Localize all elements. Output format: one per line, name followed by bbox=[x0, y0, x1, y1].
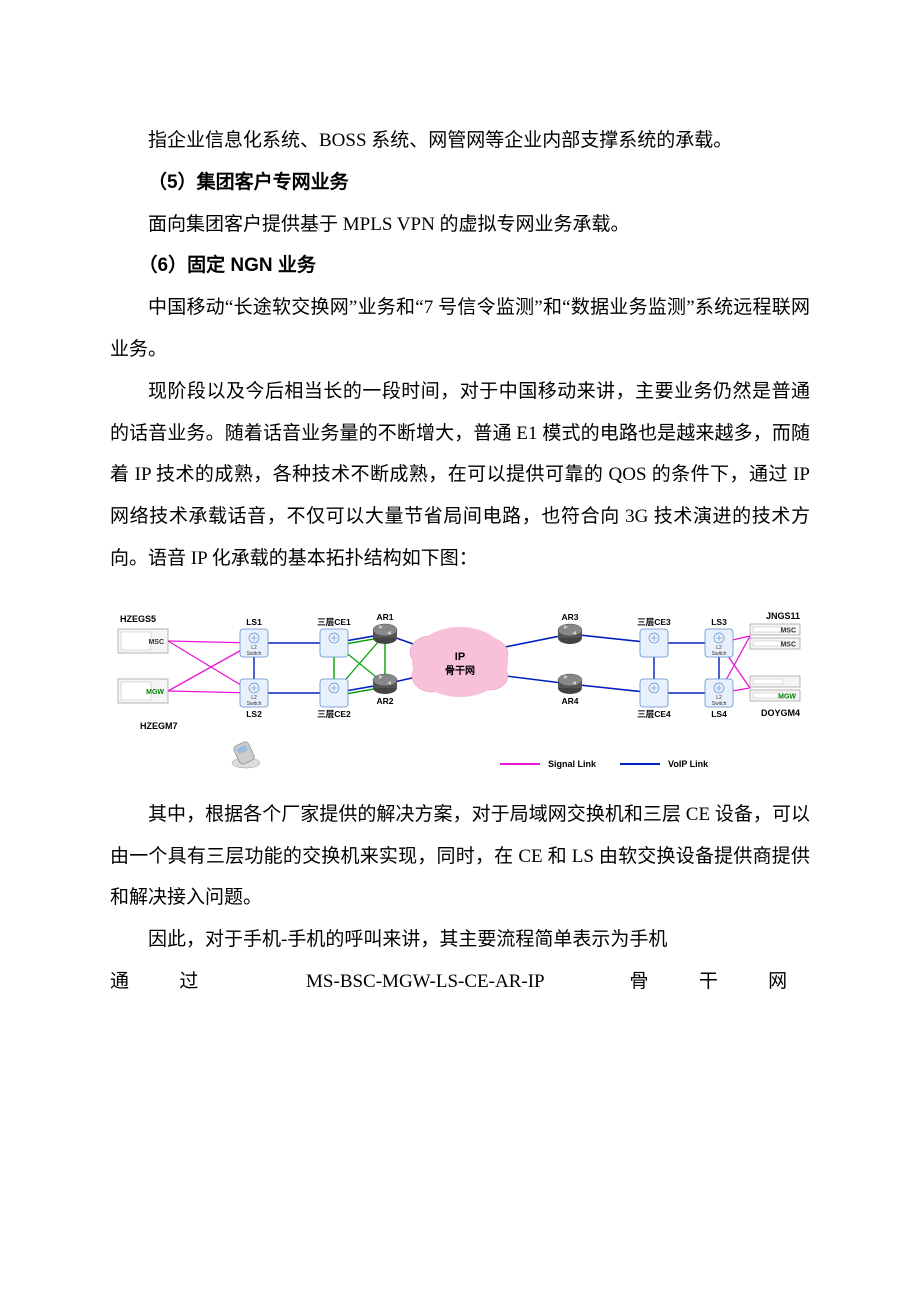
svg-text:三层CE2: 三层CE2 bbox=[317, 709, 351, 719]
svg-text:JNGS11: JNGS11 bbox=[766, 611, 800, 621]
svg-text:三层CE1: 三层CE1 bbox=[317, 617, 351, 627]
svg-text:骨干网: 骨干网 bbox=[445, 665, 475, 677]
svg-text:AR4: AR4 bbox=[561, 696, 578, 706]
heading-6: （6）固定 NGN 业务 bbox=[110, 245, 810, 287]
paragraph-mpls: 面向集团客户提供基于 MPLS VPN 的虚拟专网业务承载。 bbox=[110, 204, 810, 246]
svg-text:三层CE4: 三层CE4 bbox=[637, 709, 671, 719]
svg-text:HZEGM7: HZEGM7 bbox=[140, 721, 178, 731]
heading-5: （5）集团客户专网业务 bbox=[110, 162, 810, 204]
svg-text:Switch: Switch bbox=[247, 651, 262, 657]
svg-text:MGW: MGW bbox=[778, 693, 796, 700]
svg-text:Switch: Switch bbox=[712, 651, 727, 657]
svg-text:三层CE3: 三层CE3 bbox=[637, 617, 671, 627]
svg-text:Switch: Switch bbox=[247, 701, 262, 707]
svg-text:LS3: LS3 bbox=[711, 617, 727, 627]
svg-text:AR1: AR1 bbox=[376, 612, 393, 622]
flow-right: 骨 干 网 bbox=[629, 961, 810, 1003]
paragraph-main: 现阶段以及今后相当长的一段时间，对于中国移动来讲，主要业务仍然是普通的话音业务。… bbox=[110, 371, 810, 580]
svg-text:AR3: AR3 bbox=[561, 612, 578, 622]
paragraph-boss: 指企业信息化系统、BOSS 系统、网管网等企业内部支撑系统的承载。 bbox=[110, 120, 810, 162]
svg-text:Signal Link: Signal Link bbox=[548, 759, 597, 769]
network-diagram: IP骨干网L2SwitchLS1L2SwitchLS2三层CE1三层CE2三层C… bbox=[110, 594, 810, 784]
svg-text:LS2: LS2 bbox=[246, 709, 262, 719]
svg-text:IP: IP bbox=[455, 651, 465, 663]
svg-text:MSC: MSC bbox=[148, 639, 164, 646]
paragraph-flow-1: 因此，对于手机-手机的呼叫来讲，其主要流程简单表示为手机 bbox=[110, 919, 810, 961]
svg-text:AR2: AR2 bbox=[376, 696, 393, 706]
svg-text:MSC: MSC bbox=[780, 641, 796, 648]
svg-text:DOYGM4: DOYGM4 bbox=[761, 708, 800, 718]
svg-text:LS4: LS4 bbox=[711, 709, 727, 719]
svg-text:LS1: LS1 bbox=[246, 617, 262, 627]
flow-left: 通 过 bbox=[110, 961, 221, 1003]
svg-text:VoIP Link: VoIP Link bbox=[668, 759, 709, 769]
svg-text:MSC: MSC bbox=[780, 627, 796, 634]
svg-text:HZEGS5: HZEGS5 bbox=[120, 614, 156, 624]
svg-text:MGW: MGW bbox=[146, 689, 164, 696]
paragraph-flow-2: 通 过 MS-BSC-MGW-LS-CE-AR-IP 骨 干 网 bbox=[110, 961, 810, 1003]
paragraph-ngn: 中国移动“长途软交换网”业务和“7 号信令监测”和“数据业务监测”系统远程联网业… bbox=[110, 287, 810, 371]
paragraph-vendor: 其中，根据各个厂家提供的解决方案，对于局域网交换机和三层 CE 设备，可以由一个… bbox=[110, 794, 810, 919]
svg-text:Switch: Switch bbox=[712, 701, 727, 707]
flow-mid: MS-BSC-MGW-LS-CE-AR-IP bbox=[306, 961, 545, 1003]
